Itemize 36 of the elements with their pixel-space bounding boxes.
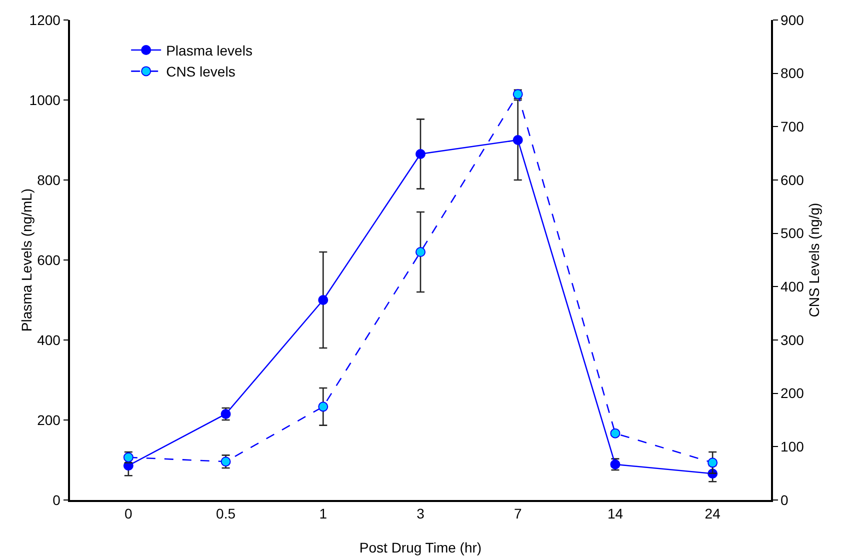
y-axis-title: Plasma Levels (ng/mL): [18, 188, 34, 332]
y2-tick-label: 600: [780, 172, 804, 188]
y2-tick-label: 700: [780, 118, 804, 135]
y-tick-label: 1000: [29, 92, 61, 108]
x-tick-label: 14: [607, 506, 624, 522]
y2-tick-label: 0: [780, 492, 789, 508]
x-tick-label: 0: [124, 506, 133, 522]
point: [416, 247, 426, 257]
y2-tick-label: 200: [780, 385, 804, 402]
y2-tick-label: 300: [780, 332, 804, 348]
y2-tick-label: 100: [780, 438, 804, 455]
y2-tick-label: 400: [780, 278, 804, 295]
y-tick-label: 400: [37, 332, 61, 348]
legend-label: CNS levels: [166, 64, 236, 80]
point: [318, 402, 328, 412]
y2-tick-label: 800: [780, 65, 804, 82]
point: [416, 149, 426, 159]
y-tick-label: 1200: [29, 12, 61, 28]
y-tick-label: 200: [37, 412, 61, 428]
point: [610, 428, 620, 438]
y-tick-label: 600: [37, 252, 61, 268]
point: [708, 458, 718, 468]
y-tick-label: 0: [52, 492, 61, 508]
x-tick-label: 3: [416, 506, 425, 522]
y2-tick-label: 500: [780, 225, 804, 242]
y2-tick-label: 900: [780, 12, 804, 28]
x-tick-label: 7: [514, 506, 522, 522]
x-tick-label: 24: [704, 506, 721, 522]
legend-label: Plasma levels: [166, 42, 252, 58]
x-axis-title: Post Drug Time (hr): [359, 540, 482, 556]
x-tick-label: 0.5: [216, 506, 236, 522]
y-tick-label: 800: [37, 172, 61, 188]
x-tick-label: 1: [319, 506, 328, 522]
point: [318, 295, 328, 305]
y2-axis-title: CNS Levels (ng/g): [806, 202, 822, 318]
point: [512, 135, 523, 145]
